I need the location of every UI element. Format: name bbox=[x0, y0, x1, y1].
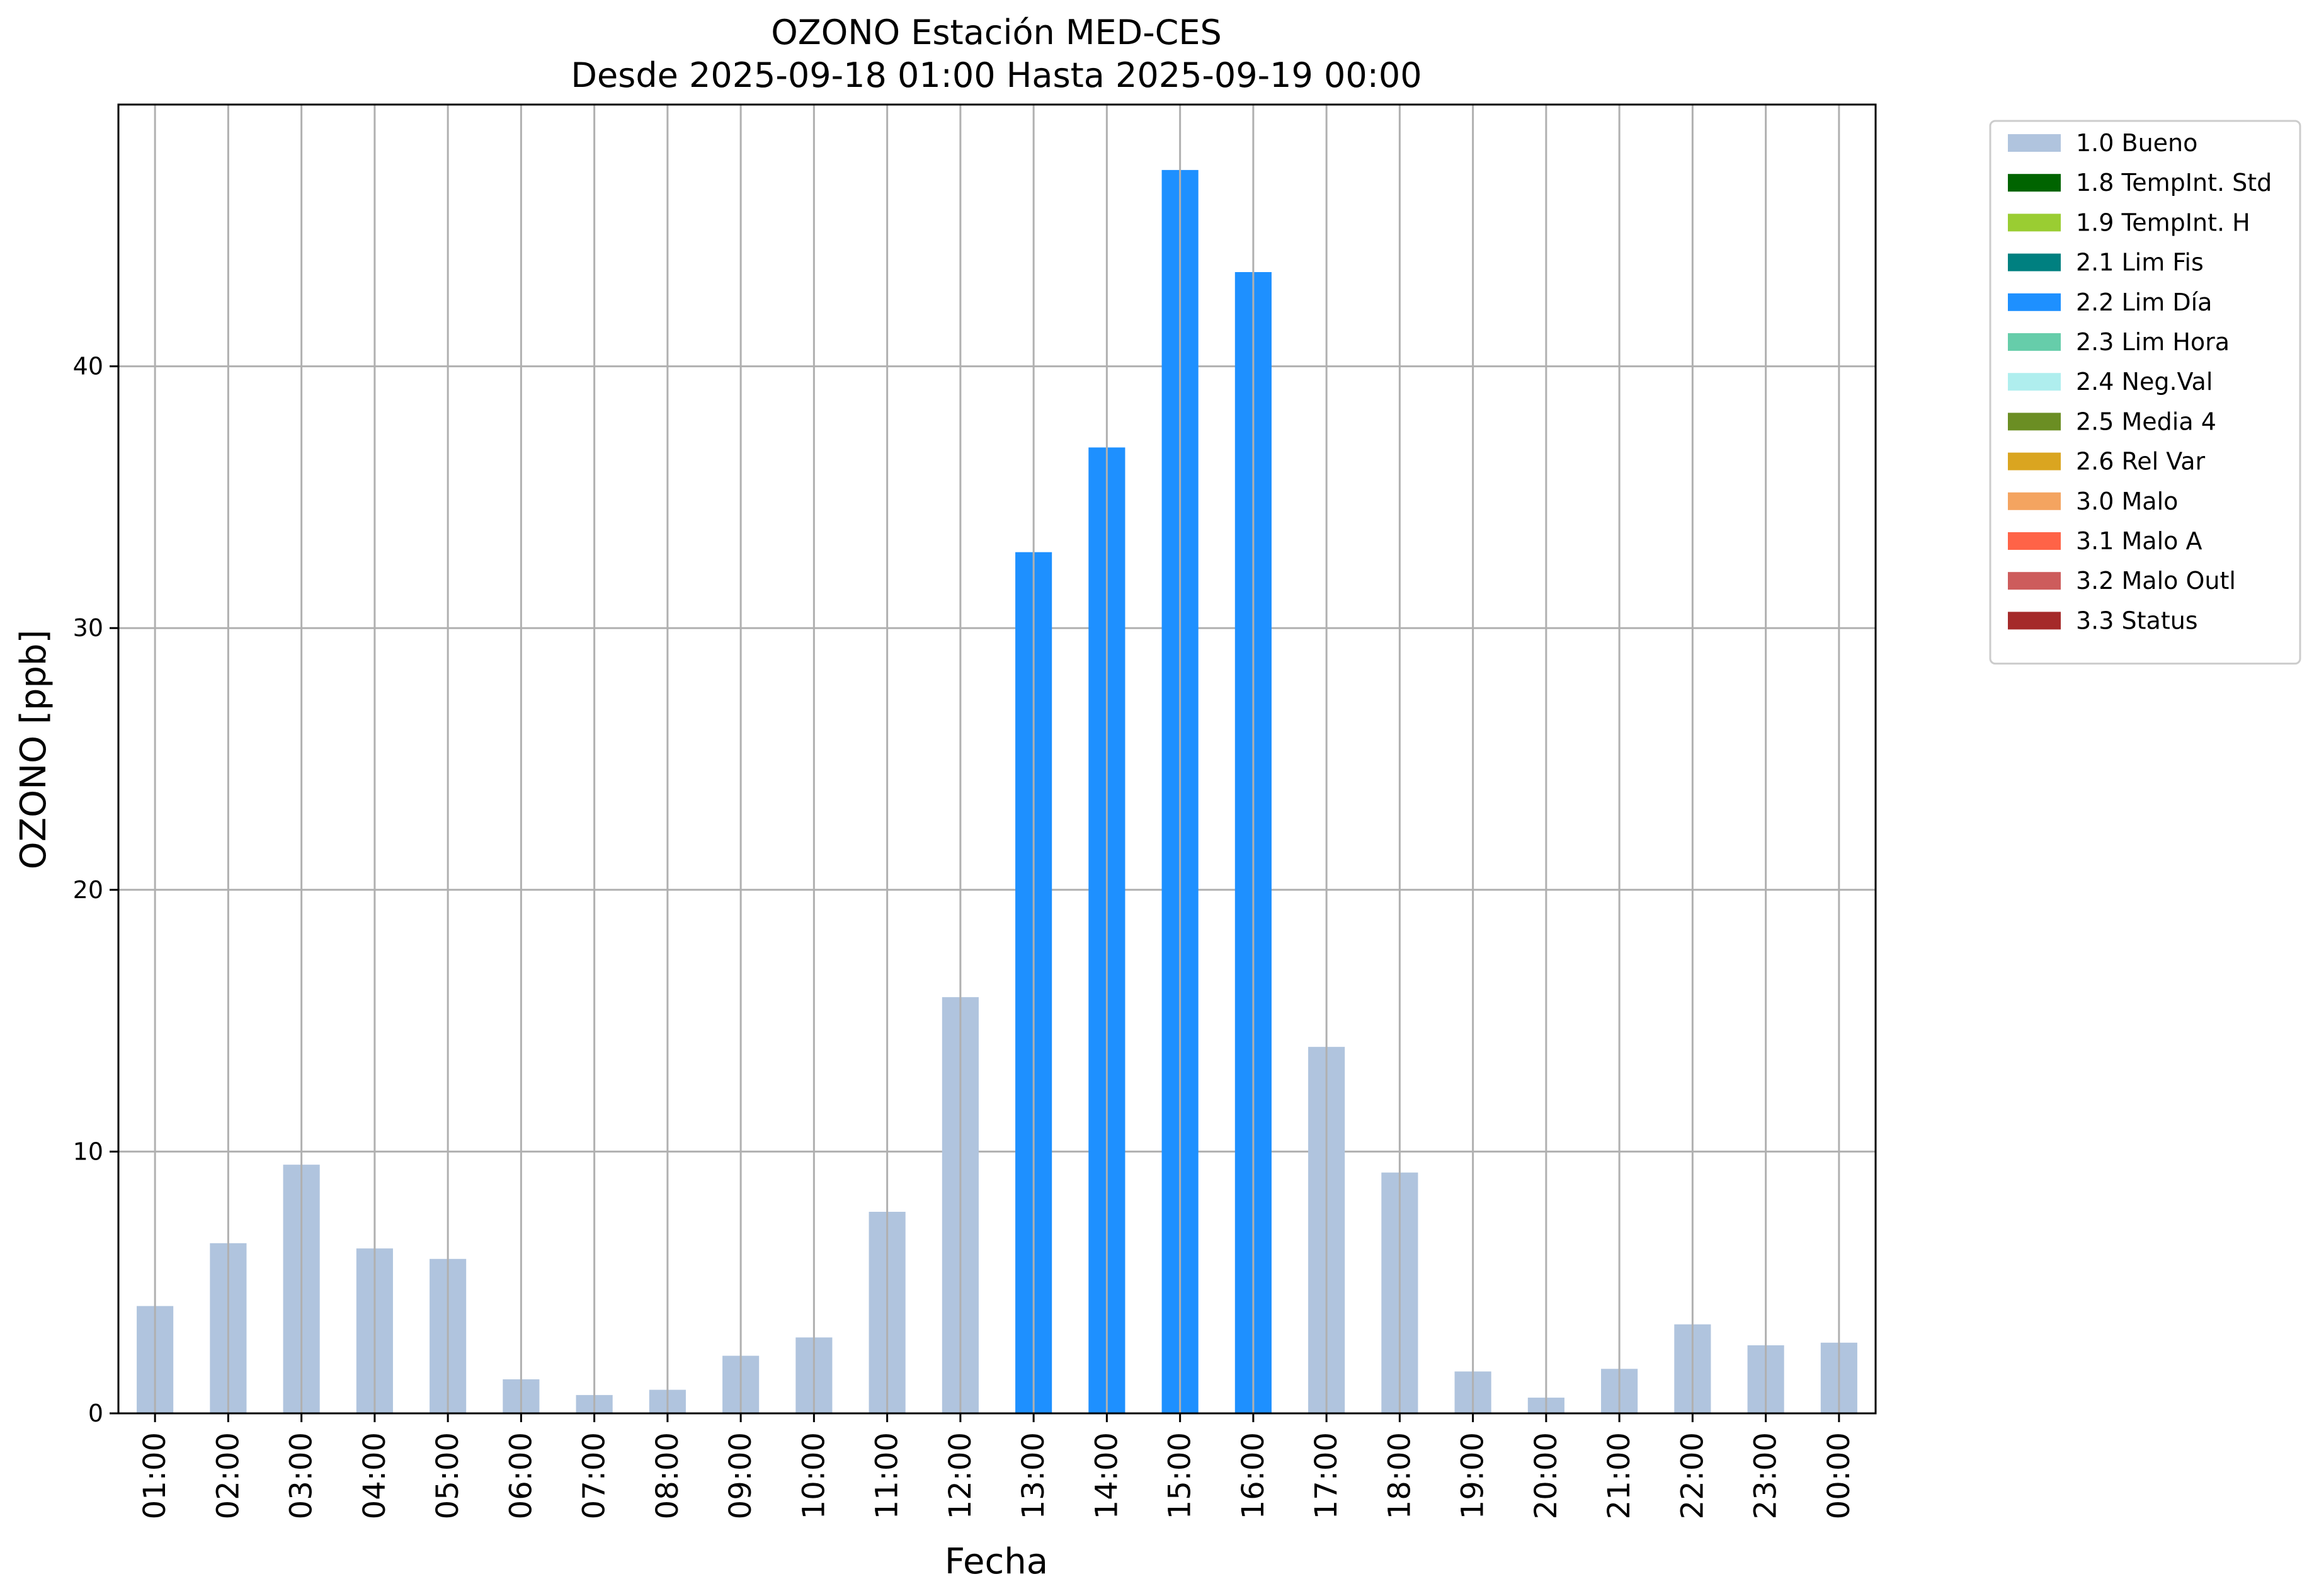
x-tick-label: 21:00 bbox=[1602, 1432, 1637, 1519]
legend-swatch bbox=[2008, 134, 2061, 152]
legend-swatch bbox=[2008, 413, 2061, 431]
x-tick-label: 15:00 bbox=[1163, 1432, 1198, 1519]
x-tick-label: 23:00 bbox=[1748, 1432, 1784, 1519]
chart-title: OZONO Estación MED-CES bbox=[771, 13, 1222, 52]
x-tick-label: 16:00 bbox=[1236, 1432, 1271, 1519]
legend-swatch bbox=[2008, 572, 2061, 590]
y-tick-label: 20 bbox=[73, 876, 103, 904]
x-tick-label: 08:00 bbox=[650, 1432, 685, 1519]
y-tick-label: 30 bbox=[73, 614, 103, 642]
x-tick-label: 20:00 bbox=[1529, 1432, 1564, 1519]
legend-swatch bbox=[2008, 293, 2061, 311]
legend-box bbox=[1989, 120, 2301, 665]
legend-label: 1.9 TempInt. H bbox=[2076, 208, 2250, 236]
legend-label: 2.3 Lim Hora bbox=[2076, 328, 2230, 356]
y-tick-label: 10 bbox=[73, 1137, 103, 1165]
legend: 1.0 Bueno 1.8 TempInt. Std 1.9 TempInt. H 2… bbox=[1989, 120, 2301, 665]
legend-swatch bbox=[2008, 174, 2061, 192]
legend-swatch bbox=[2008, 492, 2061, 510]
legend-label: 2.5 Media 4 bbox=[2076, 408, 2216, 435]
legend-swatch bbox=[2008, 452, 2061, 470]
legend-swatch bbox=[2008, 373, 2061, 391]
plot-frame bbox=[117, 103, 1877, 1415]
x-tick-label: 10:00 bbox=[796, 1432, 831, 1519]
x-tick-label: 00:00 bbox=[1821, 1432, 1857, 1519]
y-axis-ticks: 0 10 20 30 40 bbox=[73, 353, 118, 1427]
y-axis-label: OZONO [ppb] bbox=[13, 630, 54, 870]
legend-swatch bbox=[2008, 333, 2061, 351]
x-tick-label: 19:00 bbox=[1456, 1432, 1491, 1519]
x-axis-ticks: 01:00 02:00 03:00 04:00 05:00 06:00 07:00 08:00… bbox=[137, 1413, 1857, 1519]
x-tick-label: 04:00 bbox=[357, 1432, 392, 1519]
chart-subtitle: Desde 2025-09-18 01:00 Hasta 2025-09-19 … bbox=[571, 55, 1422, 95]
legend-swatch bbox=[2008, 214, 2061, 232]
legend-swatch bbox=[2008, 612, 2061, 630]
legend-label: 2.2 Lim Día bbox=[2076, 288, 2212, 316]
legend-label: 1.0 Bueno bbox=[2076, 129, 2197, 157]
x-tick-label: 01:00 bbox=[137, 1432, 173, 1519]
legend-label: 2.4 Neg.Val bbox=[2076, 368, 2213, 396]
y-tick-label: 0 bbox=[88, 1399, 103, 1427]
x-tick-label: 09:00 bbox=[723, 1432, 758, 1519]
legend-swatch bbox=[2008, 532, 2061, 550]
legend-label: 1.8 TempInt. Std bbox=[2076, 169, 2272, 197]
x-tick-label: 07:00 bbox=[577, 1432, 612, 1519]
legend-label: 2.6 Rel Var bbox=[2076, 448, 2206, 476]
x-tick-label: 11:00 bbox=[870, 1432, 905, 1519]
legend-label: 3.1 Malo A bbox=[2076, 527, 2202, 555]
legend-label: 2.1 Lim Fis bbox=[2076, 249, 2204, 276]
legend-swatch bbox=[2008, 253, 2061, 271]
x-tick-label: 18:00 bbox=[1382, 1432, 1417, 1519]
legend-label: 3.0 Malo bbox=[2076, 487, 2178, 515]
legend-label: 3.3 Status bbox=[2076, 607, 2198, 634]
x-tick-label: 17:00 bbox=[1309, 1432, 1344, 1519]
x-tick-label: 06:00 bbox=[503, 1432, 538, 1519]
y-tick-label: 40 bbox=[73, 353, 103, 380]
legend-label: 3.2 Malo Outl bbox=[2076, 567, 2236, 595]
x-tick-label: 05:00 bbox=[430, 1432, 465, 1519]
x-tick-label: 14:00 bbox=[1089, 1432, 1124, 1519]
x-tick-label: 12:00 bbox=[943, 1432, 978, 1519]
x-tick-label: 22:00 bbox=[1675, 1432, 1710, 1519]
x-tick-label: 03:00 bbox=[284, 1432, 319, 1519]
x-tick-label: 02:00 bbox=[210, 1432, 246, 1519]
x-axis-label: Fecha bbox=[945, 1541, 1048, 1582]
x-tick-label: 13:00 bbox=[1016, 1432, 1051, 1519]
